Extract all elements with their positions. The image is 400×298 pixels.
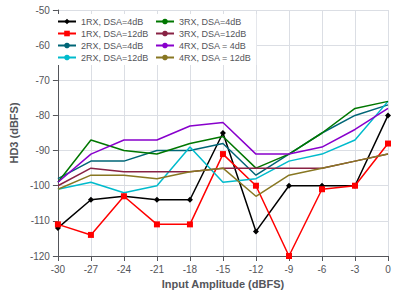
svg-text:-100: -100 (30, 180, 50, 191)
svg-text:-6: -6 (318, 264, 327, 275)
svg-text:2RX, DSA=12dB: 2RX, DSA=12dB (81, 53, 148, 63)
svg-text:-110: -110 (31, 215, 51, 226)
svg-text:-12: -12 (249, 264, 264, 275)
svg-text:-80: -80 (35, 110, 50, 121)
svg-text:-3: -3 (351, 264, 360, 275)
svg-text:1RX, DSA=12dB: 1RX, DSA=12dB (81, 29, 148, 39)
svg-text:-9: -9 (285, 264, 294, 275)
svg-text:-50: -50 (35, 5, 50, 16)
svg-text:3RX, DSA=4dB: 3RX, DSA=4dB (179, 17, 241, 27)
svg-text:4RX, DSA = 12dB: 4RX, DSA = 12dB (179, 53, 251, 63)
svg-text:-70: -70 (35, 75, 50, 86)
svg-text:1RX, DSA=4dB: 1RX, DSA=4dB (81, 17, 143, 27)
svg-text:-21: -21 (150, 264, 165, 275)
svg-text:3RX, DSA=12dB: 3RX, DSA=12dB (179, 29, 246, 39)
svg-text:4RX, DSA = 4dB: 4RX, DSA = 4dB (179, 41, 246, 51)
svg-text:Input Amplitude (dBFS): Input Amplitude (dBFS) (162, 278, 285, 290)
svg-text:-27: -27 (84, 264, 99, 275)
svg-text:-15: -15 (216, 264, 231, 275)
svg-text:-18: -18 (183, 264, 198, 275)
svg-text:HD3 (dBFS): HD3 (dBFS) (8, 102, 20, 163)
svg-text:-24: -24 (117, 264, 132, 275)
svg-text:-60: -60 (35, 40, 50, 51)
svg-text:2RX, DSA=4dB: 2RX, DSA=4dB (81, 41, 143, 51)
svg-text:-120: -120 (30, 251, 50, 262)
svg-text:-90: -90 (35, 145, 50, 156)
svg-text:-30: -30 (51, 264, 66, 275)
svg-text:0: 0 (385, 264, 391, 275)
